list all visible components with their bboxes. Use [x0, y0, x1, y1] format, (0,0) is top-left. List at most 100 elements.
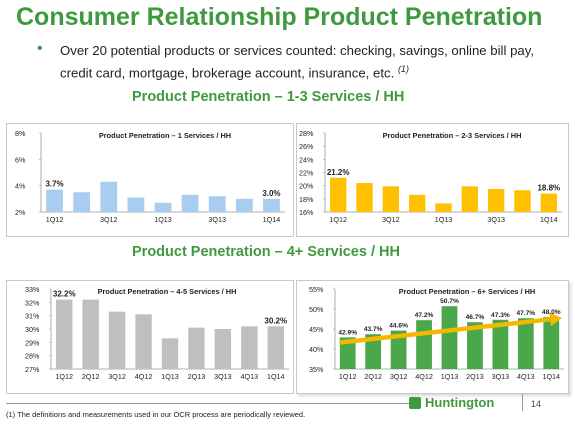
x-tick-label: 1Q12	[329, 215, 347, 224]
data-label: 44.6%	[389, 323, 408, 330]
x-tick-label: 4Q13	[517, 372, 535, 381]
chart-title: Product Penetration – 2-3 Services / HH	[383, 131, 522, 140]
bar-3Q12	[100, 181, 118, 212]
x-tick-label: 1Q13	[154, 215, 172, 224]
y-tick-label: 18%	[299, 195, 314, 204]
data-label: 3.0%	[262, 189, 280, 198]
data-label: 48.0%	[542, 309, 561, 316]
chart-title: Product Penetration – 1 Services / HH	[99, 131, 231, 140]
y-tick-label: 6%	[15, 155, 26, 164]
x-tick-label: 2Q13	[188, 372, 206, 381]
bar-1Q14	[263, 198, 280, 212]
bar-3Q12	[390, 330, 407, 369]
bar-1Q12	[56, 299, 73, 369]
chart-panel-6-plus-services: 35% 40% 45% 50% 55% 1Q12 2Q12 3Q12 4Q12 1Q13 2Q13 3…	[296, 280, 569, 394]
bar-3Q13	[214, 329, 232, 369]
x-tick-label: 1Q12	[339, 372, 357, 381]
x-tick-label: 1Q13	[435, 215, 453, 224]
x-tick-label: 2Q13	[466, 372, 484, 381]
bullet-text: Over 20 potential products or services c…	[60, 41, 540, 82]
x-tick-label: 1Q12	[55, 372, 73, 381]
chart-title: Product Penetration – 4-5 Services / HH	[98, 287, 237, 296]
bar-4Q12	[135, 314, 152, 369]
bar-1Q12	[330, 177, 347, 212]
data-label: 47.2%	[415, 312, 434, 319]
x-tick-label: 4Q12	[135, 372, 153, 381]
x-tick-label: 1Q14	[542, 372, 560, 381]
x-tick-label: 3Q12	[108, 372, 126, 381]
bar-1Q14	[540, 193, 557, 212]
data-label: 50.7%	[440, 298, 459, 305]
data-label: 47.7%	[516, 310, 535, 317]
x-tick-label: 3Q13	[208, 215, 226, 224]
y-tick-label: 45%	[309, 325, 324, 334]
y-tick-label: 55%	[309, 285, 324, 294]
footnote: (1) The definitions and measurements use…	[6, 410, 306, 419]
bullet-text-body: Over 20 potential products or services c…	[60, 43, 535, 81]
bar-1Q12	[46, 189, 63, 212]
y-tick-label: 40%	[309, 345, 324, 354]
data-label: 47.3%	[491, 312, 510, 319]
trend-arrow-head	[549, 312, 562, 327]
y-tick-label: 26%	[299, 142, 314, 151]
bar-1Q12	[339, 337, 356, 369]
data-label: 46.7%	[466, 314, 485, 321]
x-tick-label: 4Q13	[241, 372, 259, 381]
chart-c1-svg: 2% 4% 6% 8% 1Q12 3Q12 1Q13 3Q13 1Q14 3.7% 3.0% Prod…	[15, 129, 285, 224]
data-label: 42.9%	[338, 329, 357, 336]
bar-3Q12	[382, 186, 399, 212]
data-label: 32.2%	[53, 290, 76, 299]
bar-2Q13	[461, 186, 478, 212]
chart-c3-svg: 27% 28% 29% 30% 31% 32% 33% 1Q12 2Q12 3Q12 4Q12 1Q1…	[25, 285, 289, 381]
x-tick-label: 2Q12	[364, 372, 382, 381]
bar-1Q14	[267, 326, 284, 369]
chart-c2-svg: 16% 18% 20% 22% 24% 26% 28% 1Q12 3Q12 1Q13 3Q13 1Q1…	[299, 129, 562, 224]
y-tick-label: 22%	[299, 169, 314, 178]
y-tick-label: 24%	[299, 155, 314, 164]
y-tick-label: 33%	[25, 285, 40, 294]
brand-name: Huntington	[425, 395, 495, 410]
huntington-logo-icon	[410, 397, 420, 408]
bar-4Q12	[416, 320, 432, 369]
bar-4Q13	[241, 326, 258, 369]
bar-4Q13	[517, 318, 534, 369]
x-tick-label: 3Q13	[214, 372, 232, 381]
y-tick-label: 4%	[15, 182, 26, 191]
data-label: 21.2%	[327, 168, 350, 177]
bar-1Q14	[543, 317, 560, 369]
y-tick-label: 16%	[299, 208, 314, 217]
section-title-top: Product Penetration – 1-3 Services / HH	[132, 89, 405, 105]
y-tick-label: 28%	[299, 129, 314, 138]
chart-panel-1-service: 2% 4% 6% 8% 1Q12 3Q12 1Q13 3Q13 1Q14 3.7% 3.0% Prod…	[6, 123, 294, 237]
x-tick-label: 1Q14	[267, 372, 285, 381]
bar-2Q13	[467, 322, 483, 369]
x-tick-label: 1Q14	[540, 215, 558, 224]
x-tick-label: 2Q12	[82, 372, 100, 381]
y-tick-label: 32%	[25, 298, 40, 307]
bar-1Q13	[161, 338, 179, 369]
bar-1Q13	[441, 306, 458, 369]
x-tick-label: 3Q12	[382, 215, 400, 224]
chart-c4-svg: 35% 40% 45% 50% 55% 1Q12 2Q12 3Q12 4Q12 1Q13 2Q13 3…	[309, 285, 564, 381]
y-tick-label: 8%	[15, 129, 26, 138]
chart-title: Product Penetration – 6+ Services / HH	[399, 287, 536, 296]
y-tick-label: 50%	[309, 305, 324, 314]
chart-panel-4-5-services: 27% 28% 29% 30% 31% 32% 33% 1Q12 2Q12 3Q12 4Q12 1Q1…	[6, 280, 294, 394]
huntington-logo: Huntington	[410, 395, 494, 410]
data-label: 43.7%	[364, 326, 383, 333]
x-tick-label: 1Q13	[441, 372, 459, 381]
page-title: Consumer Relationship Product Penetratio…	[16, 3, 543, 31]
bar-1Q13	[154, 202, 172, 212]
bar-3Q12	[108, 311, 126, 369]
data-label: 30.2%	[264, 316, 287, 325]
trend-arrow-line	[339, 317, 553, 345]
page-number-divider	[522, 393, 523, 411]
x-tick-label: 3Q12	[390, 372, 408, 381]
bullet-footnote-ref: (1)	[397, 64, 409, 74]
y-tick-label: 28%	[25, 352, 40, 361]
bar-2Q12	[82, 299, 99, 369]
bar-2Q13	[181, 194, 199, 212]
bullet-icon: •	[37, 40, 43, 57]
x-tick-label: 1Q13	[161, 372, 179, 381]
bar-4Q13	[235, 198, 253, 212]
